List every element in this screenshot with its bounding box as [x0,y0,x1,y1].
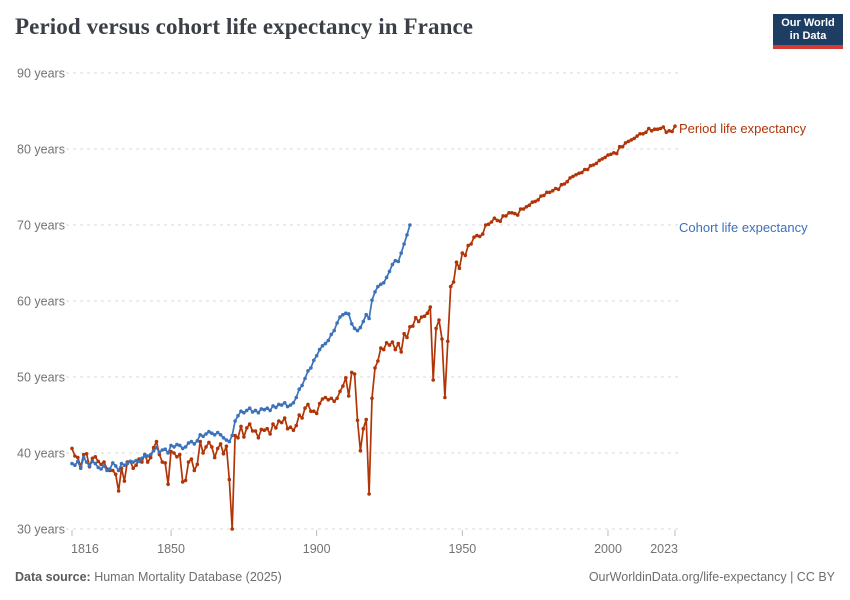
owid-logo-text: Our World in Data [773,14,843,45]
period-line-markers [70,124,677,531]
x-tick-label-1950: 1950 [448,542,476,556]
y-tick-label-60: 60 years [17,295,65,309]
y-tick-label-40: 40 years [17,447,65,461]
x-tick-label-2023: 2023 [650,542,678,556]
owid-logo-line2: in Data [789,30,827,42]
x-tick-label-1900: 1900 [303,542,331,556]
owid-logo-line1: Our World [781,17,835,29]
series-label-period-life-expectancy[interactable]: Period life expectancy [679,121,807,136]
y-tick-label-30: 30 years [17,523,65,537]
x-tick-label-2000: 2000 [594,542,622,556]
cohort-line-markers [70,223,412,473]
period-line[interactable] [71,125,676,530]
page-title: Period versus cohort life expectancy in … [15,14,474,39]
y-tick-label-50: 50 years [17,371,65,385]
y-tick-label-90: 90 years [17,67,65,81]
chart-footer: Data source: Human Mortality Database (2… [15,570,835,584]
y-tick-label-70: 70 years [17,219,65,233]
x-tick-label-1850: 1850 [157,542,185,556]
series-label-cohort-life-expectancy[interactable]: Cohort life expectancy [679,220,808,235]
owid-logo[interactable]: Our World in Data [773,14,843,49]
y-tick-label-80: 80 years [17,143,65,157]
footer-credit-link[interactable]: OurWorldinData.org/life-expectancy | CC … [588,570,835,584]
data-source-text: Human Mortality Database (2025) [90,570,282,584]
data-source-label: Data source: [15,570,91,584]
owid-logo-red-bar [773,45,843,49]
x-tick-label-1816: 1816 [71,542,99,556]
